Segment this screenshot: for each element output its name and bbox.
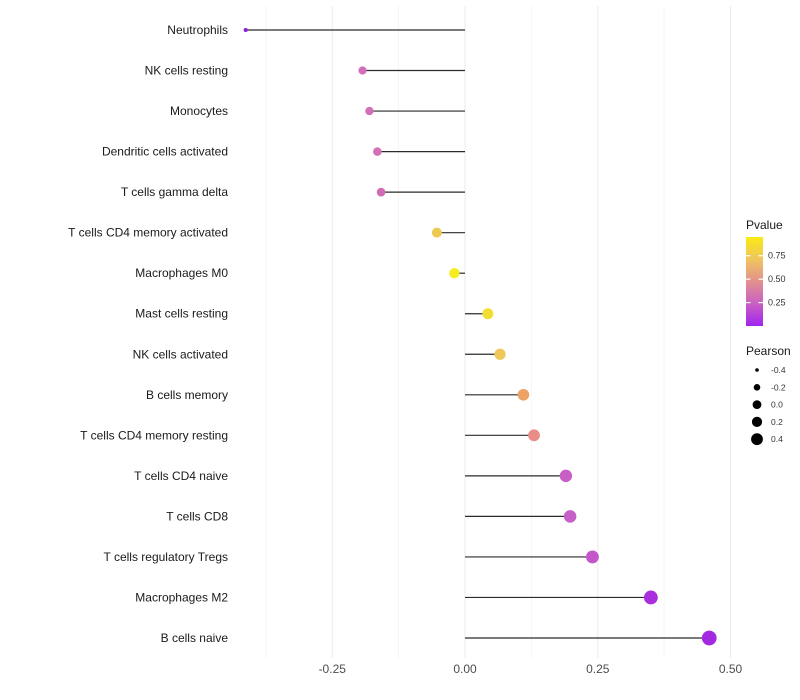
- pearson-legend-label: 0.4: [771, 434, 783, 444]
- category-label: B cells memory: [146, 388, 228, 402]
- pvalue-tick-label: 0.50: [768, 274, 786, 284]
- category-label: Neutrophils: [167, 23, 228, 37]
- category-label: Monocytes: [170, 104, 228, 118]
- x-tick-label: 0.00: [453, 662, 477, 676]
- lollipop-dot: [431, 227, 442, 238]
- lollipop-dot: [482, 308, 494, 320]
- category-label: T cells CD4 memory activated: [68, 226, 228, 240]
- category-label: Macrophages M2: [135, 590, 228, 604]
- pearson-legend-dot: [755, 368, 759, 372]
- lollipop-dot: [376, 187, 386, 197]
- pearson-legend-label: 0.2: [771, 417, 783, 427]
- pearson-legend-dot: [751, 433, 763, 446]
- pvalue-tick-label: 0.25: [768, 298, 786, 308]
- pvalue-colorbar: [746, 237, 763, 326]
- category-label: Dendritic cells activated: [102, 145, 228, 159]
- pearson-legend-label: -0.2: [771, 382, 786, 392]
- lollipop-dot: [373, 147, 382, 156]
- lollipop-dot: [586, 550, 599, 564]
- category-label: T cells CD8: [166, 509, 228, 523]
- pvalue-legend-title: Pvalue: [746, 218, 783, 232]
- category-label: T cells CD4 memory resting: [80, 428, 228, 442]
- lollipop-dot: [365, 106, 374, 116]
- category-label: Mast cells resting: [135, 307, 228, 321]
- category-label: NK cells activated: [133, 347, 228, 361]
- lollipop-dot: [494, 348, 506, 360]
- lollipop-dot: [243, 27, 248, 33]
- category-label: NK cells resting: [145, 64, 228, 78]
- lollipop-dot: [563, 510, 577, 523]
- category-label: B cells naive: [161, 631, 229, 645]
- lollipop-dot: [643, 590, 658, 605]
- category-label: T cells regulatory Tregs: [104, 550, 229, 564]
- pvalue-tick-label: 0.75: [768, 251, 786, 261]
- category-label: Macrophages M0: [135, 266, 228, 280]
- x-tick-label: 0.50: [719, 662, 743, 676]
- pearson-legend-title: Pearson: [746, 344, 791, 358]
- lollipop-dot: [528, 429, 540, 442]
- pearson-legend-label: -0.4: [771, 365, 786, 375]
- lollipop-dot: [517, 388, 530, 401]
- pearson-legend-label: 0.0: [771, 400, 783, 410]
- pearson-legend-dot: [753, 384, 761, 391]
- x-tick-label: -0.25: [319, 662, 347, 676]
- x-tick-label: 0.25: [586, 662, 610, 676]
- category-label: T cells gamma delta: [121, 185, 228, 199]
- pearson-legend-dot: [752, 400, 762, 409]
- lollipop-dot: [701, 630, 717, 646]
- lollipop-dot: [449, 268, 460, 279]
- lollipop-dot: [358, 66, 367, 75]
- pearson-legend-dot: [751, 416, 763, 427]
- category-label: T cells CD4 naive: [134, 469, 228, 483]
- lollipop-dot: [559, 469, 573, 483]
